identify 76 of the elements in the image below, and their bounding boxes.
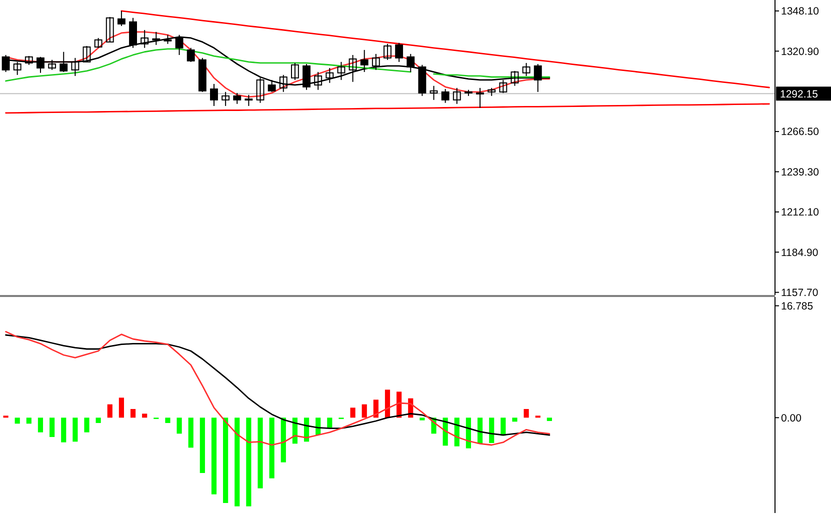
bar — [211, 418, 217, 494]
candlestick — [326, 67, 334, 84]
bar — [176, 418, 182, 434]
candlestick — [82, 45, 91, 62]
candlestick — [522, 62, 530, 76]
bar — [373, 400, 378, 418]
bar — [165, 418, 170, 423]
line-series — [120, 10, 770, 88]
bar — [14, 418, 20, 424]
bar — [327, 418, 332, 428]
candlestick — [222, 91, 230, 106]
bar — [269, 418, 274, 478]
candlestick — [13, 61, 22, 76]
candlestick — [60, 51, 68, 72]
bar — [466, 418, 472, 448]
y-tick-label: 1212.10 — [781, 206, 820, 219]
bar — [50, 418, 55, 437]
bar — [362, 404, 367, 418]
line-series — [5, 103, 770, 114]
candlestick — [48, 59, 56, 70]
candlestick — [36, 56, 44, 74]
bar — [384, 390, 390, 418]
y-tick-label: 0.00 — [781, 412, 802, 424]
candlestick — [360, 49, 368, 72]
candlestick — [406, 53, 415, 72]
bar — [489, 418, 494, 443]
candlestick — [244, 94, 253, 106]
candlestick — [94, 37, 102, 48]
candlestick — [106, 16, 114, 42]
bar — [500, 418, 506, 436]
candlestick — [337, 61, 346, 80]
bar — [512, 418, 518, 422]
candlestick — [395, 42, 404, 62]
bar — [223, 418, 228, 503]
bar — [524, 409, 529, 418]
y-tick-label: 1320.90 — [781, 46, 820, 58]
bar — [234, 418, 240, 506]
bar — [118, 398, 124, 418]
bar — [246, 418, 252, 506]
bar — [280, 418, 286, 462]
bar — [258, 418, 263, 488]
ref-line-label: 1292.15 — [780, 88, 818, 100]
y-tick-label: 1348.10 — [781, 6, 820, 18]
bar — [72, 418, 78, 442]
candlestick — [233, 92, 242, 104]
bar — [107, 404, 112, 418]
y-tick-label: 1239.30 — [781, 166, 820, 178]
candlestick — [348, 54, 357, 82]
bar — [130, 409, 136, 418]
bar — [142, 414, 148, 418]
candlestick — [430, 85, 438, 100]
bar — [38, 418, 44, 432]
y-tick-label: 1157.70 — [781, 287, 818, 300]
bar — [188, 418, 194, 448]
candlestick — [452, 87, 461, 104]
bar — [200, 418, 205, 473]
y-tick-label: 1266.50 — [781, 126, 820, 138]
candlestick — [476, 87, 484, 108]
bar — [61, 418, 66, 442]
bar — [420, 418, 425, 420]
y-tick-label: 1184.90 — [781, 246, 818, 259]
bar — [96, 418, 101, 423]
candlestick — [186, 47, 195, 62]
candlestick — [441, 88, 450, 104]
candlestick — [71, 57, 80, 76]
bar — [84, 418, 90, 432]
candlestick — [210, 83, 218, 106]
bar — [26, 418, 32, 424]
candlestick — [290, 62, 299, 80]
candlestick — [384, 43, 392, 60]
candlestick — [372, 53, 380, 70]
candlestick — [117, 10, 126, 27]
bar — [350, 408, 356, 418]
bar — [477, 418, 483, 444]
y-tick-label: 16.785 — [781, 300, 814, 312]
bar — [546, 418, 552, 421]
